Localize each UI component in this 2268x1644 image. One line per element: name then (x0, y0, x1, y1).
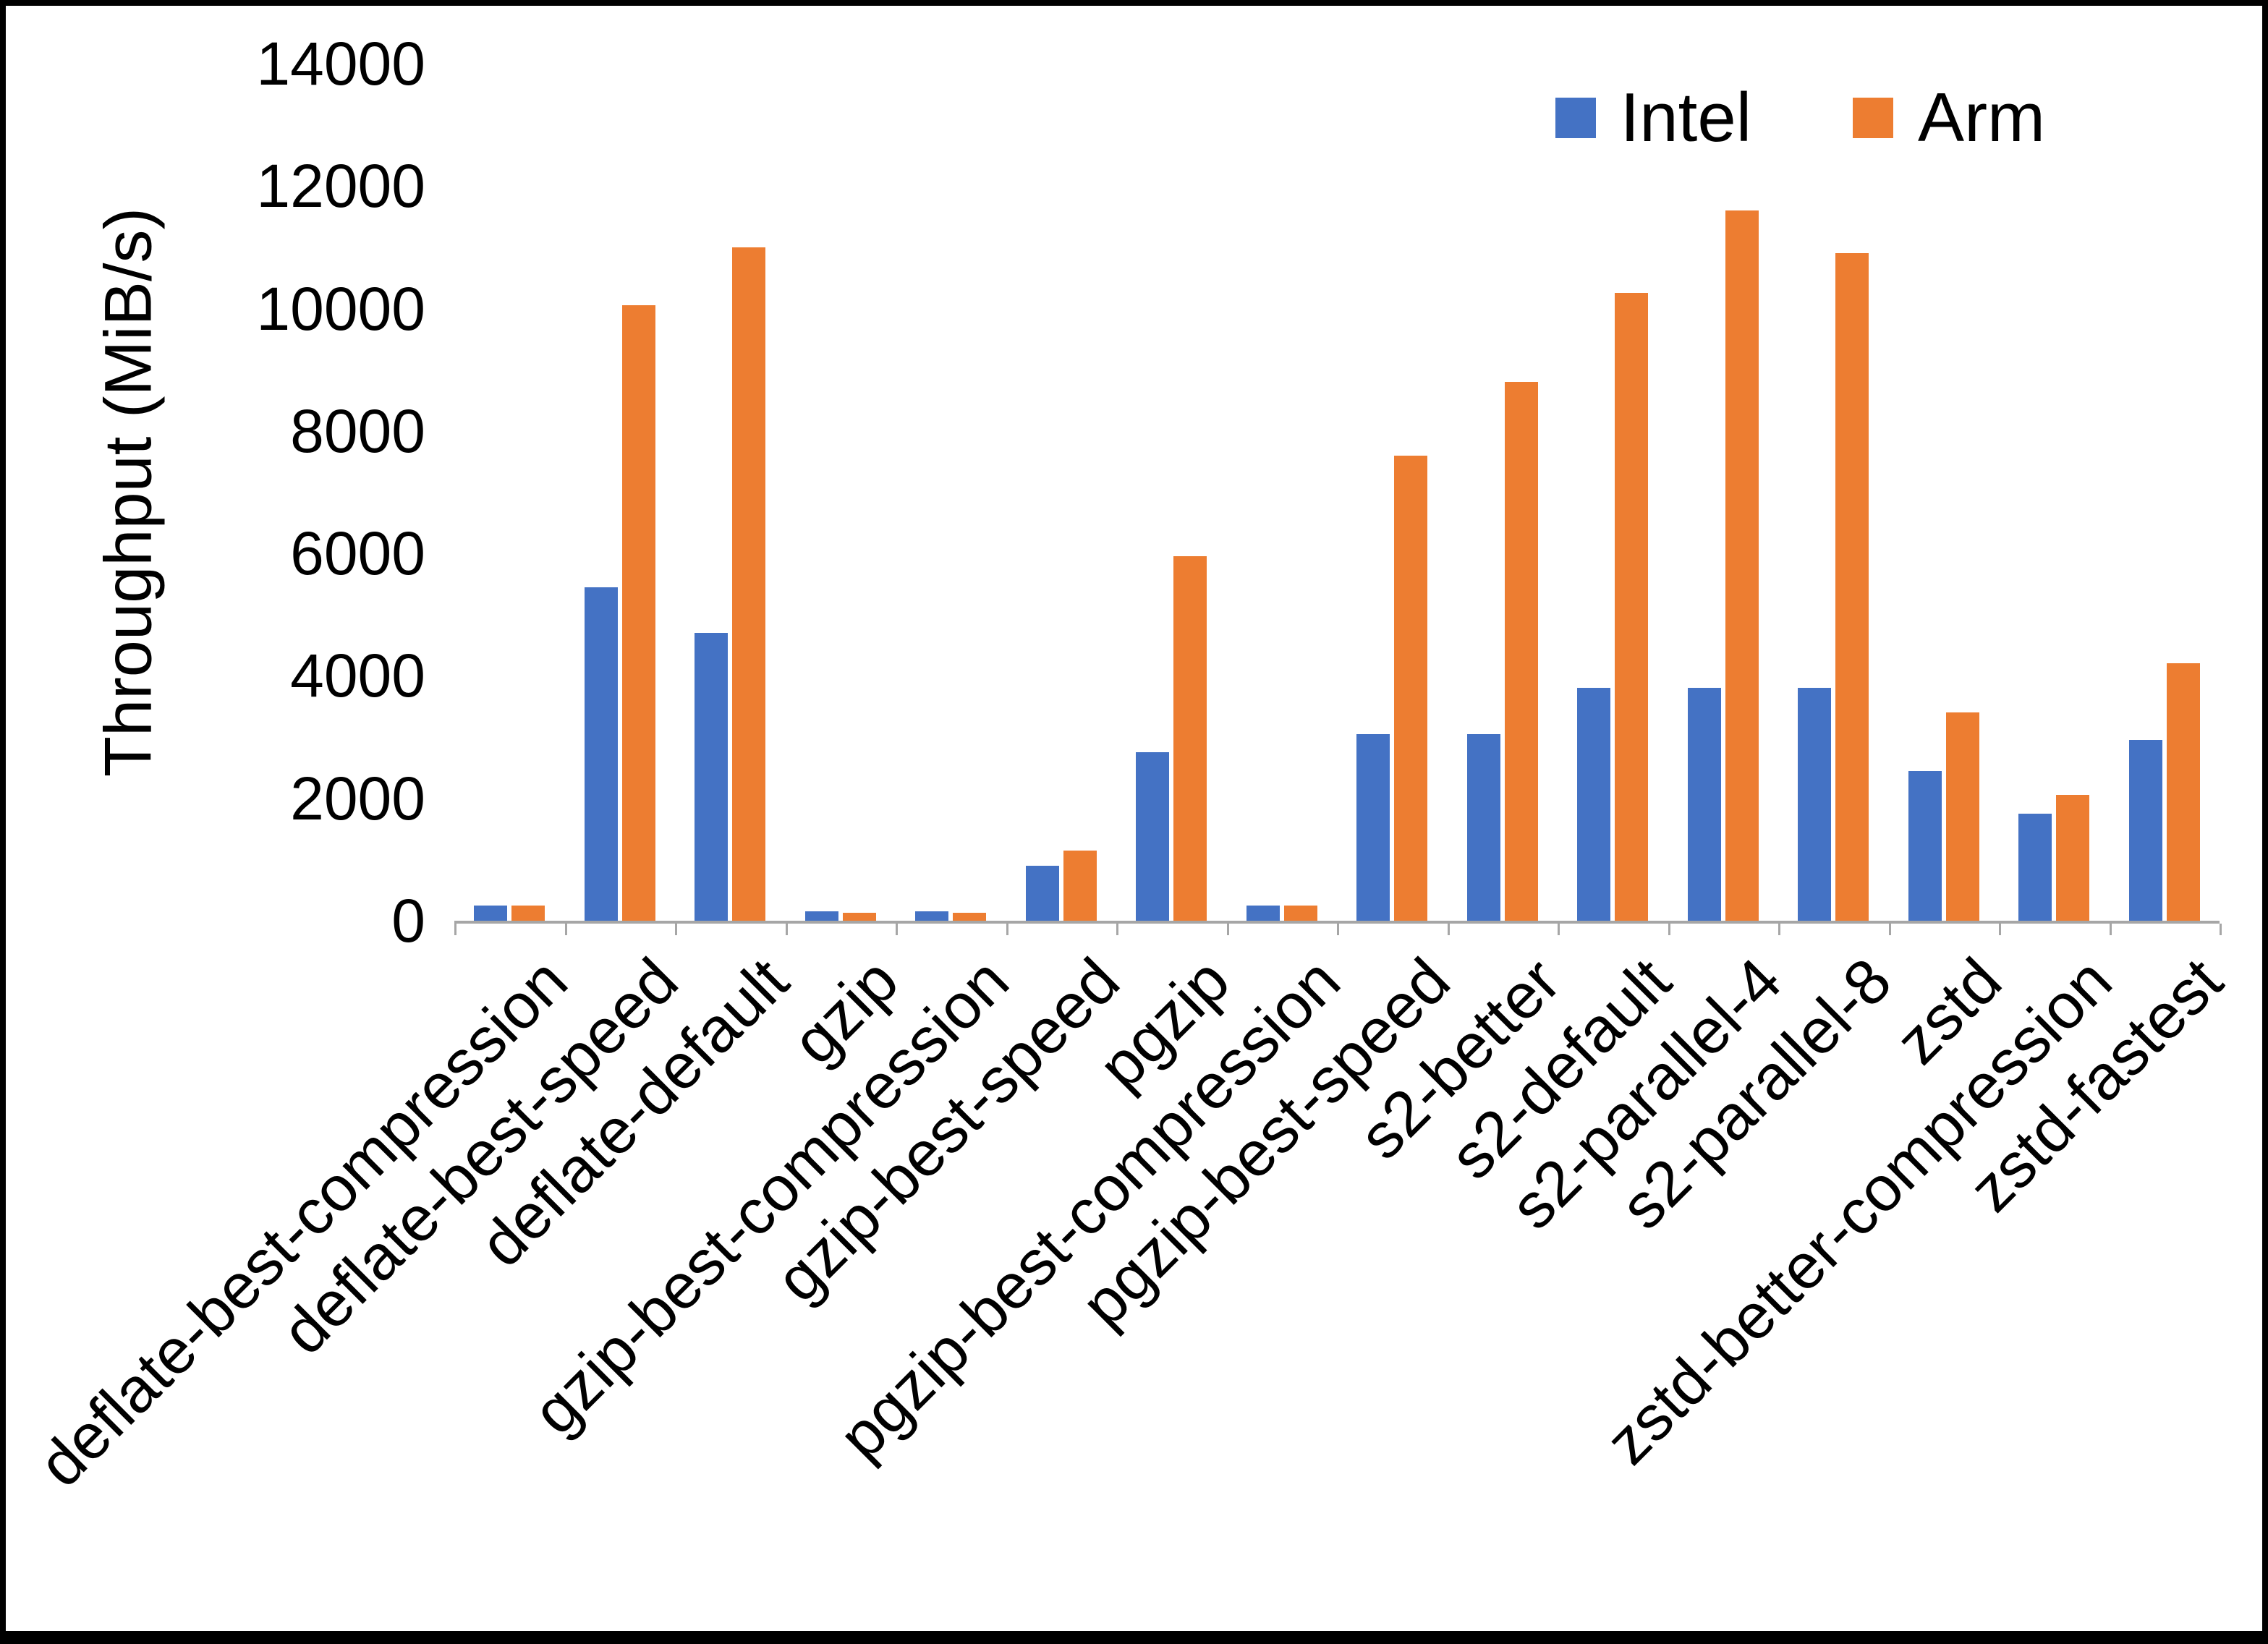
y-axis-tick-label: 8000 (290, 396, 425, 465)
legend-item-intel: Intel (1555, 78, 1751, 158)
x-axis-tick-mark (675, 924, 677, 935)
bar-arm-zstd-better-compression (2056, 795, 2089, 921)
y-axis-title: Throughput (MiB/s) (91, 207, 166, 778)
y-axis-tick-label: 4000 (290, 642, 425, 710)
bar-intel-pgzip-best-speed (1356, 734, 1390, 921)
bar-intel-pgzip (1136, 752, 1169, 921)
x-axis-tick-mark (1116, 924, 1118, 935)
bar-intel-zstd-better-compression (2018, 814, 2052, 921)
bar-intel-deflate-default (695, 633, 728, 921)
bar-arm-gzip-best-speed (1063, 851, 1097, 921)
x-axis-tick-mark (1447, 924, 1450, 935)
bar-intel-s2-default (1577, 688, 1610, 921)
bar-intel-zstd (1908, 771, 1942, 921)
x-axis-tick-mark (1558, 924, 1560, 935)
legend-swatch-arm (1853, 98, 1894, 138)
x-axis-tick-mark (1888, 924, 1891, 935)
bar-arm-zstd-fastest (2167, 663, 2200, 921)
legend: Intel Arm (1555, 78, 2045, 158)
plot-area: Throughput (MiB/s) Intel Arm 0 2000 4000 60… (6, 6, 2262, 1631)
legend-label-arm: Arm (1918, 79, 2045, 156)
bar-arm-pgzip-best-speed (1394, 456, 1427, 921)
x-axis-tick-mark (1006, 924, 1008, 935)
bar-intel-pgzip-best-compression (1246, 906, 1280, 921)
y-axis-tick-label: 10000 (256, 274, 425, 343)
bar-intel-gzip (805, 911, 838, 921)
bar-arm-gzip (843, 913, 876, 921)
bar-intel-s2-parallel-4 (1688, 688, 1721, 921)
bar-arm-s2-parallel-8 (1835, 253, 1869, 921)
bar-arm-deflate-best-speed (622, 305, 655, 921)
x-axis-tick-mark (785, 924, 788, 935)
bar-intel-deflate-best-speed (585, 587, 618, 921)
legend-label-intel: Intel (1620, 79, 1752, 156)
x-axis-line (454, 921, 2220, 924)
bar-arm-s2-parallel-4 (1725, 210, 1759, 921)
x-axis-tick-mark (1668, 924, 1670, 935)
bar-arm-pgzip-best-compression (1284, 906, 1317, 921)
bar-arm-deflate-default (732, 247, 765, 921)
bar-intel-s2-parallel-8 (1798, 688, 1831, 921)
bar-intel-gzip-best-speed (1026, 866, 1059, 921)
legend-item-arm: Arm (1853, 78, 2045, 158)
bar-intel-zstd-fastest (2129, 740, 2162, 921)
y-axis-tick-label: 12000 (256, 152, 425, 221)
bar-intel-gzip-best-compression (915, 911, 948, 921)
legend-swatch-intel (1555, 98, 1596, 138)
y-axis-tick-label: 0 (391, 887, 425, 955)
x-axis-tick-mark (454, 924, 456, 935)
bar-arm-pgzip (1173, 556, 1207, 921)
bar-arm-s2-default (1615, 293, 1648, 921)
y-axis-tick-label: 6000 (290, 519, 425, 588)
bar-arm-zstd (1946, 712, 1979, 921)
y-axis-tick-label: 2000 (290, 764, 425, 832)
x-axis-tick-mark (1999, 924, 2001, 935)
bar-arm-s2-better (1505, 382, 1538, 921)
x-axis-tick-mark (564, 924, 567, 935)
y-axis-tick-label: 14000 (256, 30, 425, 98)
x-axis-tick-mark (896, 924, 898, 935)
bar-intel-s2-better (1467, 734, 1500, 921)
x-axis-tick-mark (2220, 924, 2222, 935)
x-axis-tick-mark (2109, 924, 2112, 935)
bar-arm-deflate-best-compression (511, 906, 545, 921)
bar-intel-deflate-best-compression (474, 906, 507, 921)
bar-arm-gzip-best-compression (953, 913, 986, 921)
x-axis-tick-mark (1337, 924, 1339, 935)
x-axis-tick-mark (1778, 924, 1780, 935)
x-axis-tick-mark (1226, 924, 1229, 935)
